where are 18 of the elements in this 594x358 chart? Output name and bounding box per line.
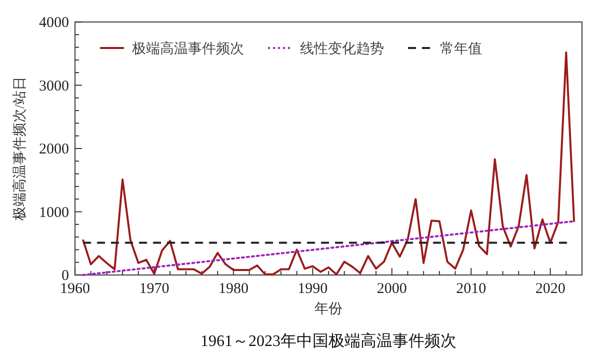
y-tick-label: 1000 bbox=[39, 204, 69, 221]
x-tick-label: 1970 bbox=[139, 281, 170, 297]
y-tick-label: 0 bbox=[62, 268, 69, 284]
x-tick-label: 1990 bbox=[298, 281, 328, 297]
y-tick-label: 2000 bbox=[39, 142, 69, 158]
x-axis-title: 年份 bbox=[314, 301, 342, 317]
legend-label: 线性变化趋势 bbox=[300, 41, 384, 57]
y-tick-label: 4000 bbox=[39, 15, 69, 31]
x-tick-label: 2010 bbox=[456, 281, 486, 297]
y-axis-title: 极端高温事件频次/站日 bbox=[12, 76, 28, 222]
legend-label: 极端高温事件频次 bbox=[131, 41, 244, 57]
y-tick-label: 3000 bbox=[39, 78, 69, 94]
x-tick-label: 1980 bbox=[218, 281, 248, 297]
text: 1961～2023年中国极端高温事件频次 bbox=[200, 332, 456, 350]
x-tick-label: 2000 bbox=[376, 281, 407, 297]
legend-label: 常年值 bbox=[440, 41, 482, 57]
x-tick-label: 2020 bbox=[535, 281, 566, 297]
x-tick-label: 1960 bbox=[60, 281, 90, 297]
